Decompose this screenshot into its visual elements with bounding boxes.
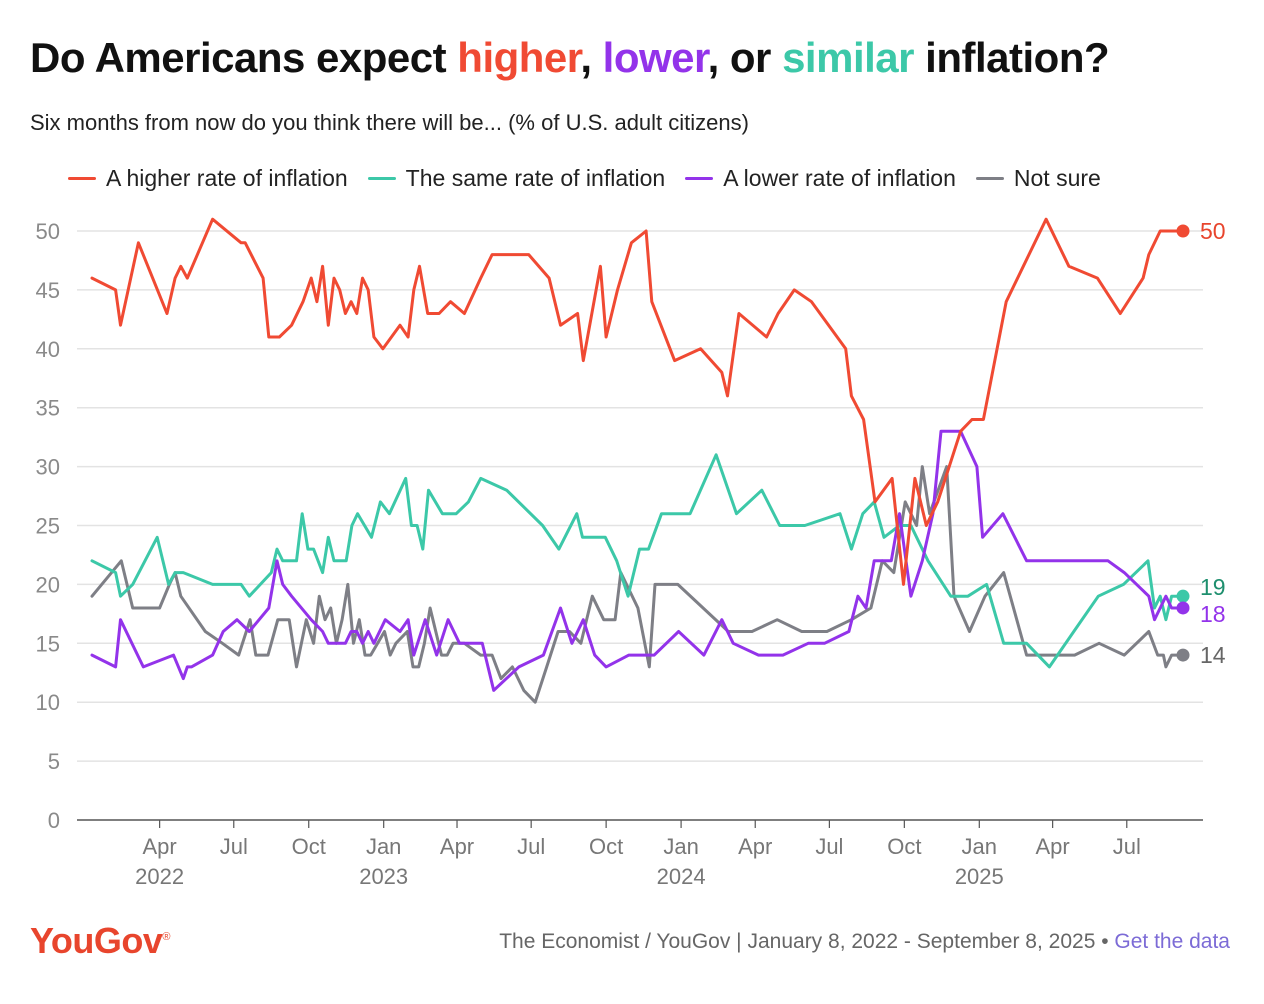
x-year-label: 2025 — [955, 864, 1004, 889]
x-tick-label: Oct — [589, 834, 623, 859]
title-part: lower — [602, 34, 708, 81]
title-part: , — [580, 34, 603, 81]
series-line — [90, 217, 1185, 586]
end-label: 19 — [1200, 574, 1226, 600]
y-tick-label: 30 — [36, 455, 60, 480]
y-tick-label: 25 — [36, 514, 60, 539]
x-tick-label: Apr — [440, 834, 474, 859]
end-marker — [1176, 648, 1190, 662]
legend-label: A higher rate of inflation — [106, 165, 348, 191]
end-marker — [1176, 224, 1190, 238]
y-tick-label: 5 — [48, 749, 60, 774]
end-label: 50 — [1200, 218, 1226, 244]
series-line — [90, 465, 1185, 704]
y-tick-label: 0 — [48, 808, 60, 833]
legend-swatch — [68, 177, 96, 180]
chart-title: Do Americans expect higher, lower, or si… — [30, 34, 1110, 82]
end-marker — [1176, 589, 1190, 603]
legend-item: A higher rate of inflation — [68, 165, 348, 192]
end-label: 18 — [1200, 601, 1226, 627]
y-tick-label: 45 — [36, 278, 60, 303]
x-tick-label: Apr — [738, 834, 772, 859]
x-tick-label: Oct — [887, 834, 921, 859]
legend-item: The same rate of inflation — [367, 165, 666, 192]
x-tick-label: Jul — [517, 834, 545, 859]
legend-item: Not sure — [975, 165, 1101, 192]
x-tick-label: Jul — [815, 834, 843, 859]
yougov-logo: YouGov® — [30, 920, 170, 961]
x-year-label: 2023 — [359, 864, 408, 889]
x-tick-label: Oct — [292, 834, 326, 859]
x-tick-label: Apr — [143, 834, 177, 859]
legend-item: A lower rate of inflation — [685, 165, 956, 192]
title-part: Do Americans expect — [30, 34, 458, 81]
end-marker — [1176, 601, 1190, 615]
y-tick-label: 35 — [36, 396, 60, 421]
legend-swatch — [367, 177, 396, 180]
x-tick-label: Jul — [220, 834, 248, 859]
y-tick-label: 10 — [36, 690, 60, 715]
x-tick-label: Jan — [366, 834, 401, 859]
legend-label: The same rate of inflation — [405, 165, 666, 191]
x-tick-label: Jan — [663, 834, 698, 859]
y-tick-label: 15 — [36, 631, 60, 656]
chart-subtitle: Six months from now do you think there w… — [30, 110, 749, 135]
y-tick-label: 20 — [36, 572, 60, 597]
title-part: higher — [457, 34, 581, 81]
source-footer: The Economist / YouGov | January 8, 2022… — [499, 930, 1230, 954]
legend: A higher rate of inflation The same rate … — [68, 165, 1121, 192]
legend-swatch — [685, 177, 714, 180]
y-tick-label: 50 — [36, 219, 60, 244]
end-label: 14 — [1200, 642, 1226, 668]
x-tick-label: Jul — [1113, 834, 1141, 859]
y-tick-label: 40 — [36, 337, 60, 362]
legend-label: A lower rate of inflation — [723, 165, 956, 191]
legend-swatch — [975, 177, 1004, 180]
x-tick-label: Jan — [962, 834, 997, 859]
title-part: , or — [707, 34, 783, 81]
x-year-label: 2022 — [135, 864, 184, 889]
series-line — [90, 453, 1185, 669]
title-part: similar — [782, 34, 914, 81]
get-the-data-link[interactable]: Get the data — [1114, 930, 1230, 953]
x-tick-label: Apr — [1036, 834, 1070, 859]
source-text: The Economist / YouGov | January 8, 2022… — [499, 930, 1115, 953]
title-part: inflation? — [914, 34, 1110, 81]
legend-label: Not sure — [1013, 165, 1101, 191]
x-year-label: 2024 — [657, 864, 706, 889]
series-line — [90, 429, 1185, 692]
